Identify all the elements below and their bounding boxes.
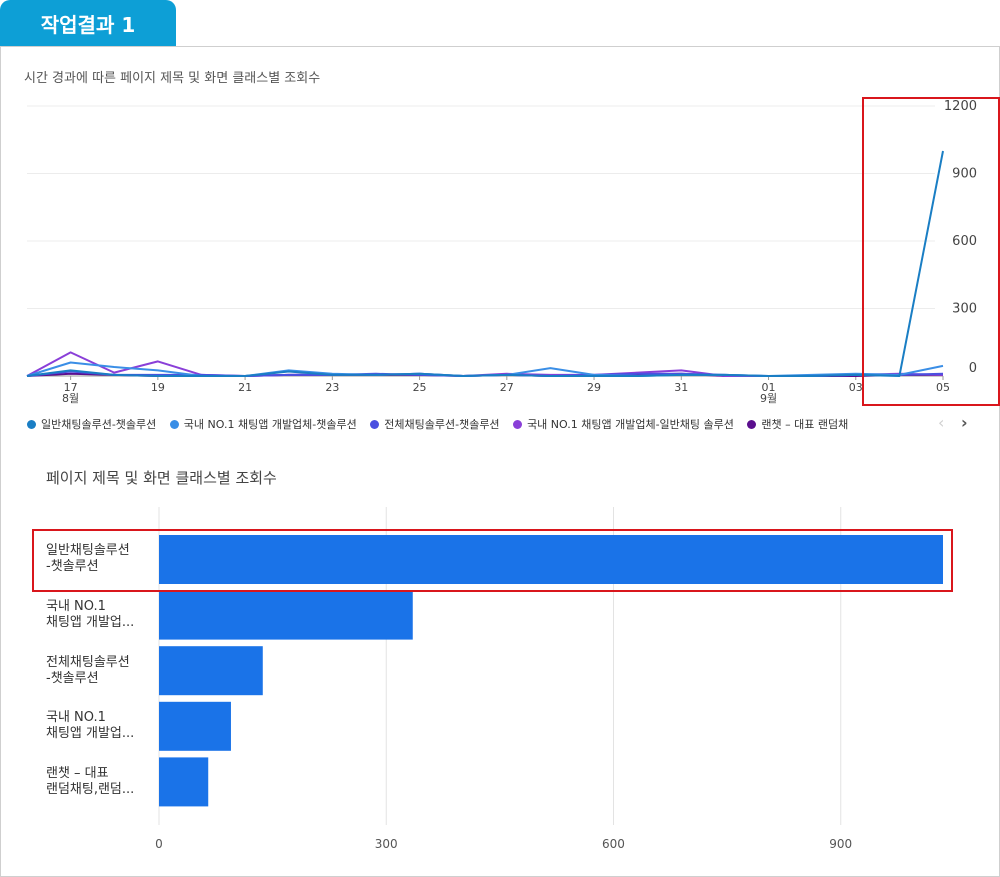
line-y-tick-label: 900 (952, 167, 977, 182)
line-y-tick-label: 600 (952, 234, 977, 249)
line-x-tick-label: 05 (936, 381, 950, 394)
legend-dot-1 (27, 419, 36, 429)
line-y-tick-label: 1200 (944, 99, 977, 114)
bar-category-label-5: 랜챗 – 대표 랜덤채팅,랜덤... (46, 766, 154, 798)
bar-x-tick-label: 0 (155, 837, 163, 851)
bar-category-label-2: 국내 NO.1 채팅앱 개발업... (46, 599, 154, 631)
bar-x-tick-label: 300 (375, 837, 398, 851)
bar-4 (159, 701, 231, 751)
bar-category-line: 채팅앱 개발업... (46, 615, 135, 630)
legend-dot-3 (370, 419, 380, 429)
bar-category-label-1: 일반채팅솔루션 -챗솔루션 (46, 543, 154, 575)
result-tab-label: 작업결과 1 (40, 13, 136, 37)
legend-label-3: 전체채팅솔루션-챗솔루션 (384, 418, 500, 431)
legend-item[interactable]: 전체채팅솔루션-챗솔루션 (370, 416, 500, 432)
bar-category-line: -챗솔루션 (46, 559, 99, 574)
bar-category-line: 전체채팅솔루션 (46, 655, 130, 670)
bar-chart-title: 페이지 제목 및 화면 클래스별 조회수 (46, 469, 277, 487)
bar-5 (159, 757, 209, 807)
line-x-tick-label: 25 (413, 381, 427, 394)
legend-item[interactable]: 랜챗 – 대표 랜덤채 (747, 416, 848, 432)
legend-dot-4 (513, 419, 523, 429)
legend-item[interactable]: 국내 NO.1 채팅앱 개발업체-일반채팅 솔루션 (513, 416, 734, 432)
line-chart: 0 300 600 900 1200 17 19 21 23 25 27 29 31 01 03 05 8월 9월 (26, 99, 977, 405)
bar-3 (159, 646, 263, 696)
bar-category-line: 랜챗 – 대표 (46, 766, 109, 781)
legend-label-1: 일반채팅솔루션-챗솔루션 (41, 418, 157, 431)
bar-x-tick-label: 900 (829, 837, 852, 851)
bar-category-label-4: 국내 NO.1 채팅앱 개발업... (46, 710, 154, 742)
line-x-tick-label: 29 (587, 381, 601, 394)
legend-next-icon[interactable]: › (961, 413, 968, 432)
bar-category-label-3: 전체채팅솔루션 -챗솔루션 (46, 655, 154, 687)
bar-2 (159, 590, 413, 640)
bar-category-line: 국내 NO.1 (46, 710, 106, 725)
bar-x-tick-label: 600 (602, 837, 625, 851)
legend-item[interactable]: 일반채팅솔루션-챗솔루션 (27, 416, 156, 432)
line-x-tick-label: 19 (151, 381, 165, 394)
bar-1 (159, 535, 943, 584)
bar-category-line: 랜덤채팅,랜덤... (46, 782, 135, 797)
line-x-tick-label: 03 (849, 381, 863, 394)
line-x-month-label: 8월 (62, 392, 79, 405)
result-tab[interactable]: 작업결과 1 (0, 0, 176, 47)
line-y-tick-label: 300 (952, 302, 977, 317)
line-chart-legend: 일반채팅솔루션-챗솔루션 국내 NO.1 채팅앱 개발업체-챗솔루션 전체채팅솔… (27, 416, 932, 434)
line-series-1 (26, 150, 944, 377)
legend-item[interactable]: 국내 NO.1 채팅앱 개발업체-챗솔루션 (169, 416, 357, 432)
highlight-box-line-spike (862, 97, 1000, 406)
line-chart-title: 시간 경과에 따른 페이지 제목 및 화면 클래스별 조회수 (24, 71, 321, 86)
line-x-tick-label: 21 (238, 381, 252, 394)
line-x-month-label: 9월 (760, 392, 777, 405)
legend-prev-icon[interactable]: ‹ (938, 413, 945, 432)
line-x-tick-label: 23 (325, 381, 339, 394)
bar-category-line: -챗솔루션 (46, 671, 99, 686)
legend-dot-5 (747, 419, 757, 429)
highlight-box-top-bar (32, 529, 953, 592)
line-x-tick-label: 01 (762, 381, 776, 394)
line-x-tick-label: 31 (674, 381, 688, 394)
line-x-tick-label: 17 (64, 381, 78, 394)
line-x-tick-label: 27 (500, 381, 514, 394)
line-y-tick-label: 0 (969, 361, 977, 376)
legend-dot-2 (169, 419, 179, 429)
bar-category-line: 국내 NO.1 (46, 599, 106, 614)
bar-category-line: 일반채팅솔루션 (46, 543, 130, 558)
legend-label-5: 랜챗 – 대표 랜덤채 (761, 418, 849, 431)
legend-label-2: 국내 NO.1 채팅앱 개발업체-챗솔루션 (183, 418, 357, 431)
legend-label-4: 국내 NO.1 채팅앱 개발업체-일반채팅 솔루션 (527, 418, 734, 431)
bar-category-line: 채팅앱 개발업... (46, 726, 135, 741)
